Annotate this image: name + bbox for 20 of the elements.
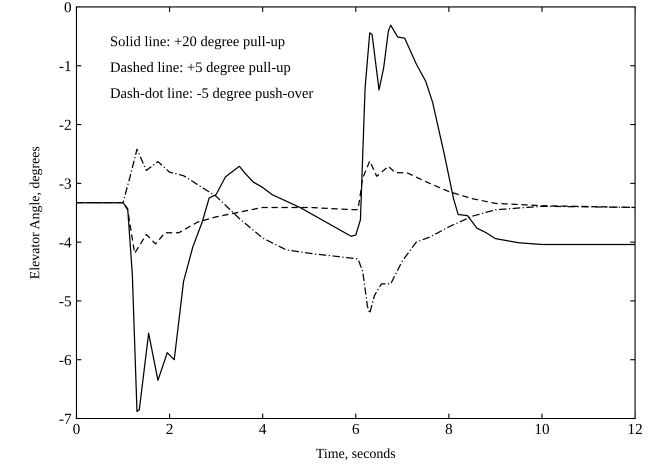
x-tick-label: 10 bbox=[536, 424, 550, 434]
y-tick-label: -5 bbox=[59, 296, 72, 306]
annotation: Dashed line: +5 degree pull-up bbox=[110, 62, 290, 76]
y-tick-label: 0 bbox=[64, 2, 72, 12]
annotation: Dash-dot line: -5 degree push-over bbox=[110, 88, 314, 102]
y-tick-label: -4 bbox=[59, 237, 72, 248]
x-tick-label: 2 bbox=[166, 424, 173, 434]
y-tick-label: -6 bbox=[59, 354, 72, 366]
x-tick-label: 12 bbox=[628, 424, 642, 434]
y-axis-title: Elevator Angle, degrees bbox=[30, 146, 42, 279]
y-tick-label: -7 bbox=[59, 414, 72, 424]
x-tick-label: 8 bbox=[446, 424, 452, 434]
x-tick-label: 4 bbox=[259, 424, 266, 434]
y-tick-label: -3 bbox=[59, 178, 72, 189]
y-tick-label: -2 bbox=[59, 120, 71, 130]
x-tick-label: 0 bbox=[73, 424, 80, 434]
x-axis-title: Time, seconds bbox=[316, 448, 396, 460]
annotation: Solid line: +20 degree pull-up bbox=[110, 36, 285, 50]
x-tick-label: 6 bbox=[352, 424, 360, 434]
y-tick-label: -1 bbox=[59, 60, 71, 72]
